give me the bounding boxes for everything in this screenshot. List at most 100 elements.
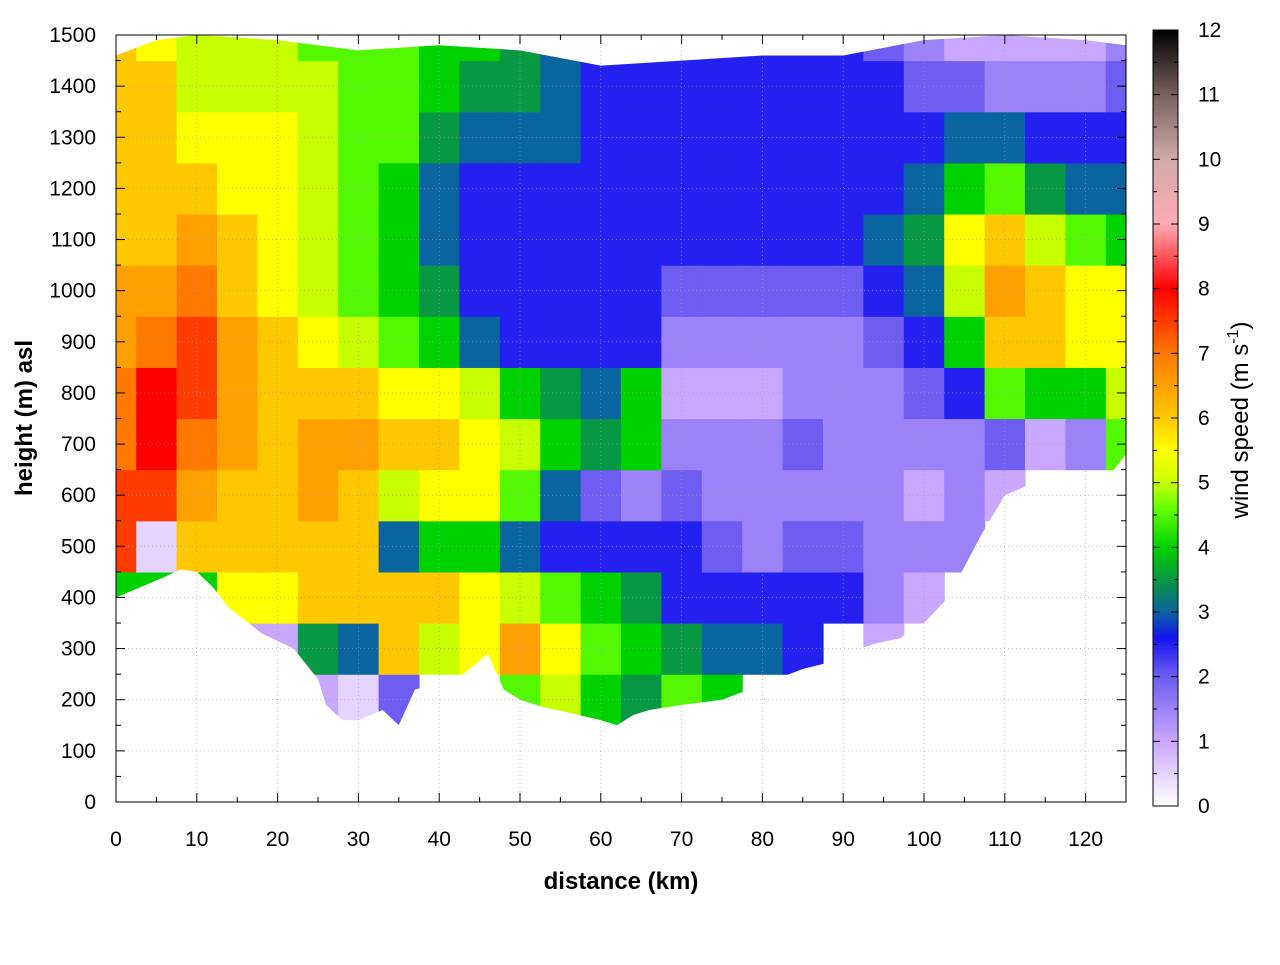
y-tick-label: 800 bbox=[61, 382, 96, 405]
wind-cell bbox=[419, 520, 460, 573]
wind-cell bbox=[459, 571, 501, 624]
wind-cell bbox=[1065, 265, 1107, 317]
wind-cell bbox=[459, 213, 501, 266]
y-tick-label: 500 bbox=[61, 535, 96, 558]
x-tick-label: 90 bbox=[832, 828, 855, 851]
x-tick-label: 50 bbox=[508, 828, 531, 851]
wind-cell bbox=[297, 571, 339, 624]
y-tick-label: 300 bbox=[61, 638, 96, 661]
wind-cell bbox=[944, 60, 986, 113]
x-tick-label: 40 bbox=[428, 828, 451, 851]
wind-cell bbox=[1025, 111, 1066, 164]
wind-cell bbox=[863, 571, 905, 624]
wind-cell bbox=[378, 367, 420, 420]
wind-cell bbox=[1105, 367, 1126, 420]
wind-cell bbox=[338, 367, 380, 420]
wind-cell bbox=[116, 60, 137, 113]
y-axis-title: height (m) asl bbox=[11, 340, 38, 496]
wind-cell bbox=[378, 571, 420, 624]
wind-cell bbox=[338, 265, 380, 317]
wind-cell bbox=[1105, 213, 1126, 266]
wind-cell bbox=[863, 316, 905, 368]
wind-cell bbox=[499, 265, 541, 317]
colorbar-tick-label: 3 bbox=[1198, 601, 1210, 624]
wind-cell bbox=[984, 265, 1026, 317]
wind-cell bbox=[217, 162, 258, 215]
wind-cell bbox=[217, 469, 258, 522]
wind-cell bbox=[621, 623, 662, 675]
wind-cell bbox=[499, 60, 541, 113]
wind-cell bbox=[338, 571, 380, 624]
wind-cell bbox=[116, 520, 137, 573]
wind-cell bbox=[863, 265, 905, 317]
wind-cell bbox=[378, 265, 420, 317]
wind-cell bbox=[782, 60, 824, 113]
wind-cell bbox=[136, 316, 178, 368]
colorbar-title: wind speed (m s-1) bbox=[1225, 322, 1254, 520]
wind-cell bbox=[823, 111, 864, 164]
y-tick-label: 400 bbox=[61, 586, 96, 609]
wind-cell bbox=[459, 316, 501, 368]
wind-cell bbox=[297, 367, 339, 420]
y-tick-label: 0 bbox=[84, 791, 96, 814]
y-tick-label: 1100 bbox=[51, 229, 96, 252]
wind-cell bbox=[984, 111, 1026, 164]
y-tick-label: 600 bbox=[61, 484, 96, 507]
wind-cell bbox=[540, 571, 582, 624]
wind-cell bbox=[217, 418, 258, 471]
colorbar-tick-label: 7 bbox=[1198, 342, 1210, 365]
wind-cell bbox=[1025, 265, 1066, 317]
wind-cell bbox=[863, 213, 905, 266]
y-tick-label: 1300 bbox=[49, 126, 96, 149]
x-tick-label: 60 bbox=[589, 828, 612, 851]
wind-cell bbox=[621, 265, 662, 317]
wind-cell bbox=[661, 316, 703, 368]
wind-cell bbox=[621, 520, 662, 573]
wind-cell bbox=[984, 60, 1026, 113]
wind-cell bbox=[742, 60, 784, 113]
wind-cell bbox=[217, 265, 258, 317]
wind-cell bbox=[217, 60, 258, 113]
wind-cell bbox=[621, 111, 662, 164]
wind-cell bbox=[580, 60, 622, 113]
wind-cell bbox=[863, 162, 905, 215]
wind-cell bbox=[459, 520, 501, 573]
wind-cell bbox=[863, 469, 905, 522]
colorbar-tick-label: 0 bbox=[1198, 795, 1210, 818]
wind-cell bbox=[782, 265, 824, 317]
wind-cell bbox=[984, 418, 1026, 471]
x-tick-label: 30 bbox=[347, 828, 370, 851]
y-tick-label: 1400 bbox=[49, 75, 96, 98]
wind-cell bbox=[1105, 60, 1126, 113]
wind-cell bbox=[338, 623, 380, 675]
wind-cell bbox=[1105, 265, 1126, 317]
x-axis-title: distance (km) bbox=[544, 868, 699, 895]
wind-cell bbox=[823, 162, 864, 215]
x-tick-label: 100 bbox=[906, 828, 941, 851]
wind-cell bbox=[823, 520, 864, 573]
wind-cell bbox=[621, 316, 662, 368]
colorbar-tick-label: 4 bbox=[1198, 536, 1210, 559]
wind-cell bbox=[297, 265, 339, 317]
wind-cell bbox=[701, 265, 743, 317]
wind-cell bbox=[701, 367, 743, 420]
y-tick-label: 1200 bbox=[49, 177, 96, 200]
wind-cell bbox=[1025, 162, 1066, 215]
wind-cell bbox=[1025, 60, 1066, 113]
colorbar-tick-label: 2 bbox=[1198, 666, 1210, 689]
wind-cell bbox=[116, 367, 137, 420]
y-tick-label: 1500 bbox=[49, 24, 96, 47]
colorbar-tick-label: 6 bbox=[1198, 407, 1210, 430]
y-tick-label: 100 bbox=[61, 740, 96, 763]
wind-cell bbox=[661, 265, 703, 317]
wind-cell bbox=[540, 623, 582, 675]
wind-cell bbox=[621, 571, 662, 624]
wind-cell bbox=[823, 418, 864, 471]
wind-cell bbox=[701, 316, 743, 368]
wind-cell bbox=[459, 162, 501, 215]
wind-cell bbox=[661, 367, 703, 420]
colorbar-tick-label: 8 bbox=[1198, 278, 1210, 301]
wind-cell bbox=[984, 162, 1026, 215]
